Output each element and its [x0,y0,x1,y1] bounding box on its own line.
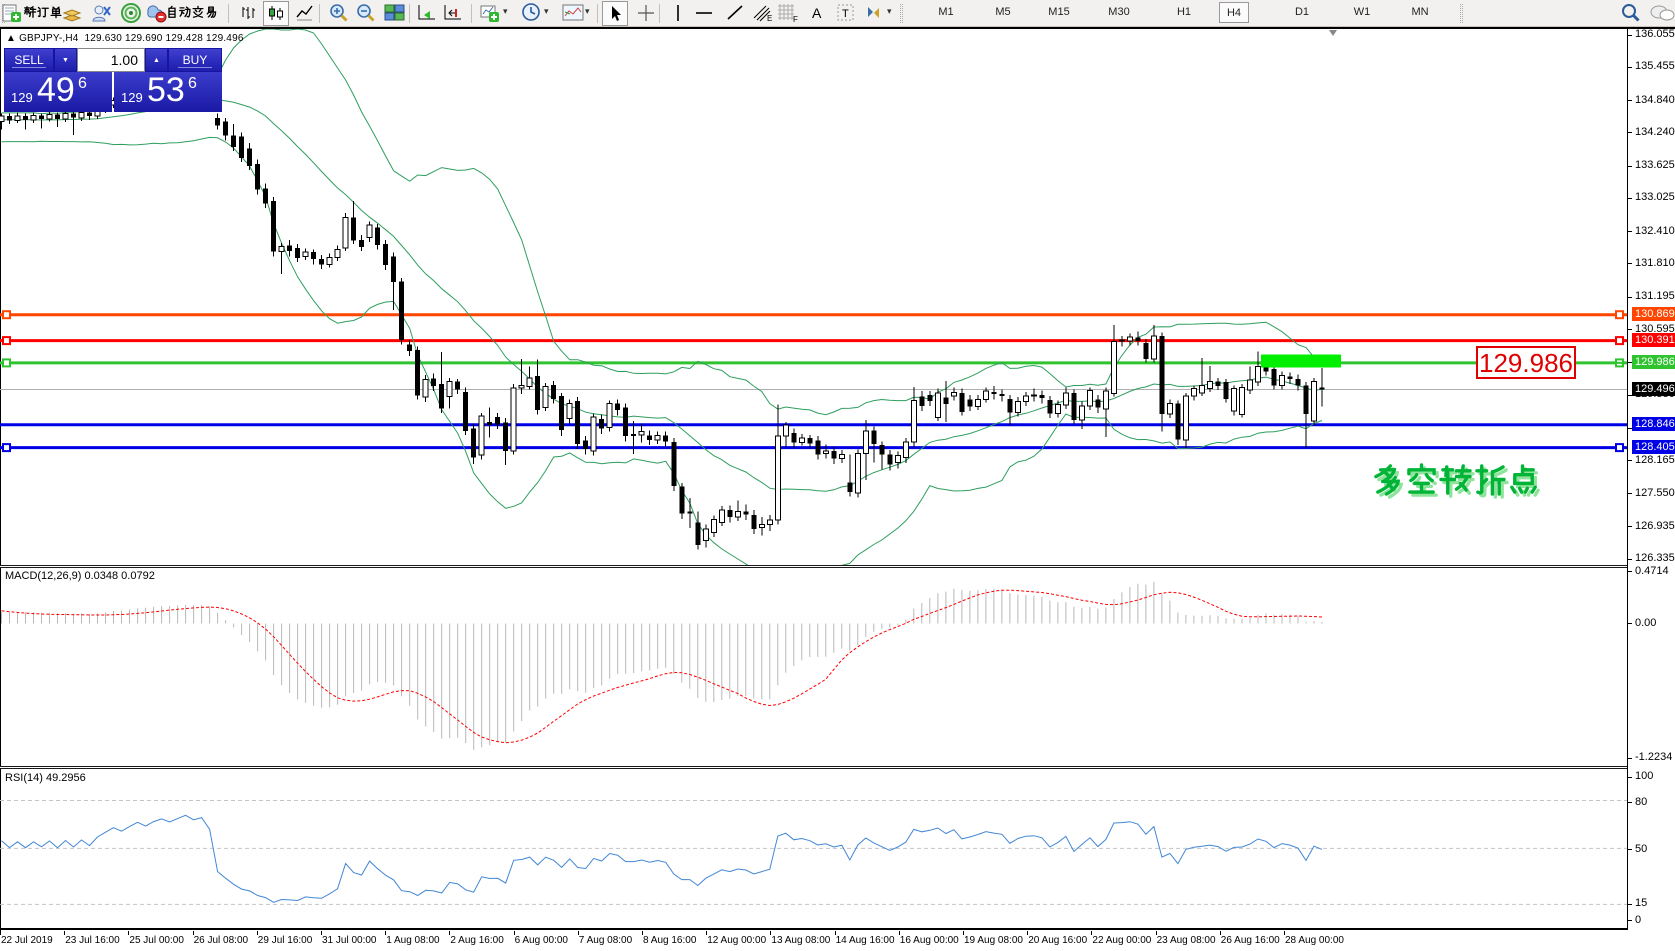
svg-text:T: T [842,8,849,20]
svg-text:F: F [793,15,798,24]
svg-text:E: E [767,14,772,23]
